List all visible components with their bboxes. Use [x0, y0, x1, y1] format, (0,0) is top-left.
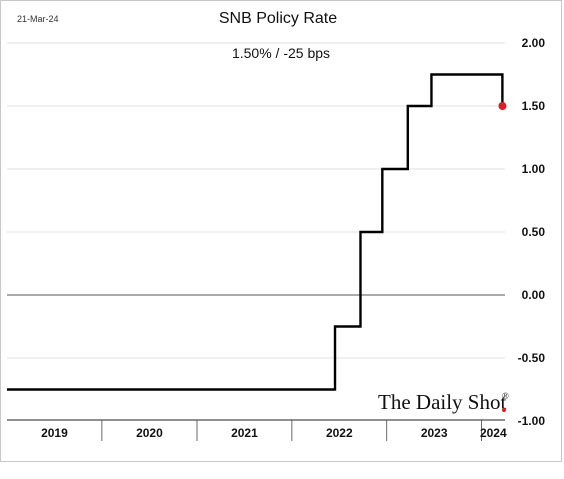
brand-dot: [502, 408, 506, 412]
snb-policy-rate-chart: 21-Mar-24 SNB Policy Rate 1.50% / -25 bp…: [7, 10, 546, 441]
brand-name: The Daily Shot: [378, 390, 506, 414]
series-line: [7, 73, 504, 391]
y-tick-label: 0.00: [522, 288, 546, 302]
chart-frame: 21-Mar-24 SNB Policy Rate 1.50% / -25 bp…: [0, 0, 562, 462]
y-axis-tick-labels: 2.00 1.50 1.00 0.50 0.00 -0.50 -1.00: [518, 36, 546, 428]
chart-subtitle: 1.50% / -25 bps: [232, 45, 330, 61]
grid-lines: [7, 42, 505, 359]
brand-logo: The Daily Shot ®: [378, 390, 509, 414]
series-layer: [7, 73, 507, 391]
y-tick-label: 0.50: [522, 225, 546, 239]
y-tick-label: 2.00: [522, 36, 546, 50]
x-year-label: 2020: [136, 426, 163, 440]
x-year-label: 2021: [231, 426, 258, 440]
x-axis: 2019 2020 2021 2022 2023 2024: [7, 419, 507, 441]
date-stamp: 21-Mar-24: [17, 14, 59, 24]
x-year-label: 2024: [480, 426, 507, 440]
chart-title: SNB Policy Rate: [219, 10, 337, 27]
x-year-label: 2022: [326, 426, 353, 440]
brand-reg-mark: ®: [502, 391, 509, 401]
y-tick-label: -1.00: [518, 414, 546, 428]
last-value-marker: [498, 102, 507, 110]
x-year-label: 2023: [421, 426, 448, 440]
y-tick-label: -0.50: [518, 351, 546, 365]
y-tick-label: 1.50: [522, 99, 546, 113]
y-tick-label: 1.00: [522, 162, 546, 176]
x-year-label: 2019: [41, 426, 68, 440]
